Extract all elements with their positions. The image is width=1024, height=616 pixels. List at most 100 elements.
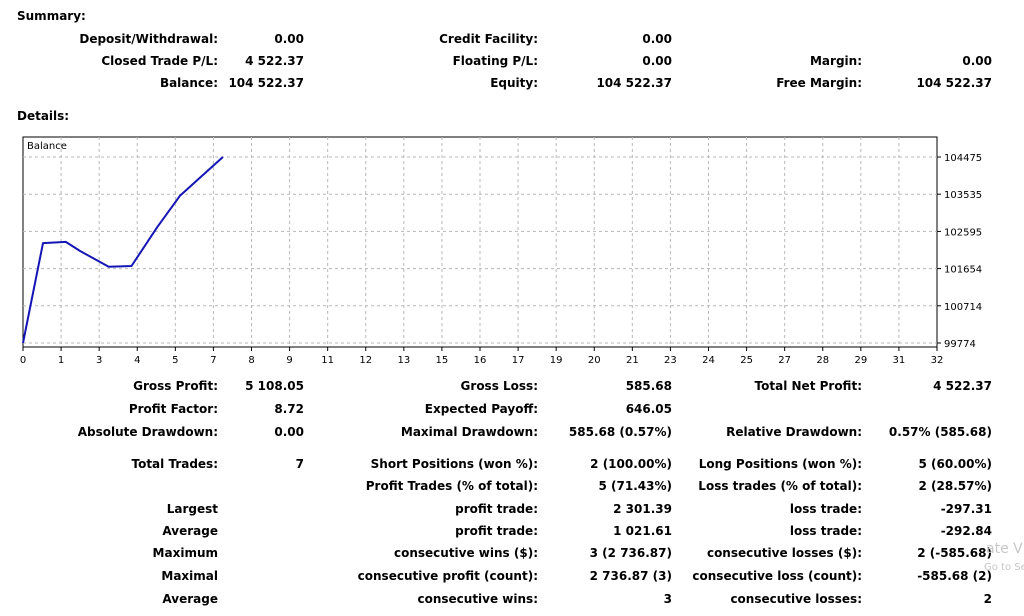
total-trades-label: Total Trades: xyxy=(131,457,218,471)
gross-loss-label: Gross Loss: xyxy=(460,379,538,393)
x-tick-label: 4 xyxy=(134,355,140,365)
expected-payoff-value: 646.05 xyxy=(625,402,672,416)
relative-drawdown-label: Relative Drawdown: xyxy=(726,425,862,439)
average-profit-label: profit trade: xyxy=(455,524,538,538)
avg-consecutive-wins-value: 3 xyxy=(663,592,672,606)
avg-consecutive-wins-label: consecutive wins: xyxy=(417,592,538,606)
x-tick-label: 32 xyxy=(931,355,944,365)
profit-factor-label: Profit Factor: xyxy=(128,402,218,416)
x-tick-label: 8 xyxy=(248,355,254,365)
x-tick-label: 5 xyxy=(172,355,178,365)
activation-watermark-sub: Go to Setting xyxy=(984,562,1024,573)
x-tick-label: 9 xyxy=(286,355,292,365)
largest-loss-value: -297.31 xyxy=(940,502,992,516)
details-heading: Details: xyxy=(17,109,70,123)
floating-pl-value: 0.00 xyxy=(642,54,672,68)
x-tick-label: 0 xyxy=(20,355,26,365)
x-tick-label: 20 xyxy=(588,355,601,365)
expected-payoff-label: Expected Payoff: xyxy=(424,402,538,416)
x-tick-label: 13 xyxy=(397,355,410,365)
largest-profit-value: 2 301.39 xyxy=(613,502,672,516)
total-trades-value: 7 xyxy=(295,457,304,471)
absolute-drawdown-value: 0.00 xyxy=(274,425,304,439)
total-net-profit-label: Total Net Profit: xyxy=(754,379,862,393)
y-tick-label: 101654 xyxy=(944,265,982,276)
average-profit-value: 1 021.61 xyxy=(613,524,672,538)
maximal-consecutive-profit-value: 2 736.87 (3) xyxy=(589,569,672,583)
average-label: Average xyxy=(162,524,218,538)
x-tick-label: 1 xyxy=(58,355,64,365)
maximal-consecutive-profit-label: consecutive profit (count): xyxy=(357,569,538,583)
maximal-drawdown-label: Maximal Drawdown: xyxy=(400,425,538,439)
x-tick-label: 3 xyxy=(96,355,102,365)
max-consecutive-losses-value: 2 (-585.68) xyxy=(917,546,992,560)
free-margin-value: 104 522.37 xyxy=(916,76,992,90)
absolute-drawdown-label: Absolute Drawdown: xyxy=(77,425,218,439)
x-tick-label: 31 xyxy=(893,355,906,365)
gross-loss-value: 585.68 xyxy=(625,379,672,393)
largest-profit-label: profit trade: xyxy=(455,502,538,516)
x-tick-label: 16 xyxy=(474,355,487,365)
max-consecutive-losses-label: consecutive losses ($): xyxy=(706,546,862,560)
largest-label: Largest xyxy=(166,502,218,516)
long-positions-label: Long Positions (won %): xyxy=(698,457,862,471)
closed-pl-label: Closed Trade P/L: xyxy=(101,54,218,68)
maximum-label: Maximum xyxy=(152,546,218,560)
x-tick-label: 7 xyxy=(210,355,216,365)
floating-pl-label: Floating P/L: xyxy=(452,54,538,68)
y-tick-label: 100714 xyxy=(944,302,982,313)
x-tick-label: 21 xyxy=(626,355,639,365)
chart-title: Balance xyxy=(27,141,67,152)
activation-watermark: ate V xyxy=(986,541,1023,557)
largest-loss-label: loss trade: xyxy=(789,502,862,516)
x-tick-label: 25 xyxy=(740,355,753,365)
balance-chart: 0 1 3 4 5 7 8 9 11 12 13 15 16 17 19 20 21 23 24 25 27 28 29 31… xyxy=(20,136,982,365)
x-tick-label: 19 xyxy=(550,355,563,365)
deposit-label: Deposit/Withdrawal: xyxy=(79,32,218,46)
y-tick-label: 102595 xyxy=(944,227,982,238)
closed-pl-value: 4 522.37 xyxy=(245,54,304,68)
max-consecutive-wins-label: consecutive wins ($): xyxy=(393,546,538,560)
x-tick-label: 28 xyxy=(816,355,829,365)
margin-value: 0.00 xyxy=(962,54,992,68)
x-tick-label: 23 xyxy=(664,355,677,365)
credit-facility-value: 0.00 xyxy=(642,32,672,46)
summary-heading: Summary: xyxy=(17,9,86,23)
max-consecutive-wins-value: 3 (2 736.87) xyxy=(589,546,672,560)
loss-trades-value: 2 (28.57%) xyxy=(918,479,992,493)
total-net-profit-value: 4 522.37 xyxy=(933,379,992,393)
avg-consecutive-losses-label: consecutive losses: xyxy=(730,592,862,606)
y-tick-label: 104475 xyxy=(944,153,982,164)
x-tick-label: 12 xyxy=(359,355,372,365)
maximal-label: Maximal xyxy=(161,569,218,583)
x-tick-label: 29 xyxy=(854,355,867,365)
y-tick-label: 99774 xyxy=(944,339,976,350)
x-tick-label: 24 xyxy=(702,355,715,365)
gross-profit-value: 5 108.05 xyxy=(245,379,304,393)
y-tick-label: 103535 xyxy=(944,190,982,201)
margin-label: Margin: xyxy=(809,54,862,68)
credit-facility-label: Credit Facility: xyxy=(439,32,538,46)
relative-drawdown-value: 0.57% (585.68) xyxy=(888,425,992,439)
free-margin-label: Free Margin: xyxy=(776,76,862,90)
balance-value: 104 522.37 xyxy=(228,76,304,90)
profit-factor-value: 8.72 xyxy=(274,402,304,416)
avg-consecutive-losses-value: 2 xyxy=(983,592,992,606)
profit-trades-value: 5 (71.43%) xyxy=(598,479,672,493)
average-consecutive-label: Average xyxy=(162,592,218,606)
maximal-consecutive-loss-label: consecutive loss (count): xyxy=(692,569,862,583)
deposit-value: 0.00 xyxy=(274,32,304,46)
average-loss-value: -292.84 xyxy=(940,524,992,538)
x-tick-label: 17 xyxy=(512,355,525,365)
short-positions-value: 2 (100.00%) xyxy=(590,457,672,471)
x-tick-label: 11 xyxy=(321,355,334,365)
long-positions-value: 5 (60.00%) xyxy=(918,457,992,471)
balance-series-line xyxy=(22,156,224,344)
maximal-consecutive-loss-value: -585.68 (2) xyxy=(917,569,992,583)
x-tick-label: 27 xyxy=(778,355,791,365)
short-positions-label: Short Positions (won %): xyxy=(370,457,538,471)
average-loss-label: loss trade: xyxy=(789,524,862,538)
maximal-drawdown-value: 585.68 (0.57%) xyxy=(568,425,672,439)
equity-value: 104 522.37 xyxy=(596,76,672,90)
equity-label: Equity: xyxy=(490,76,538,90)
